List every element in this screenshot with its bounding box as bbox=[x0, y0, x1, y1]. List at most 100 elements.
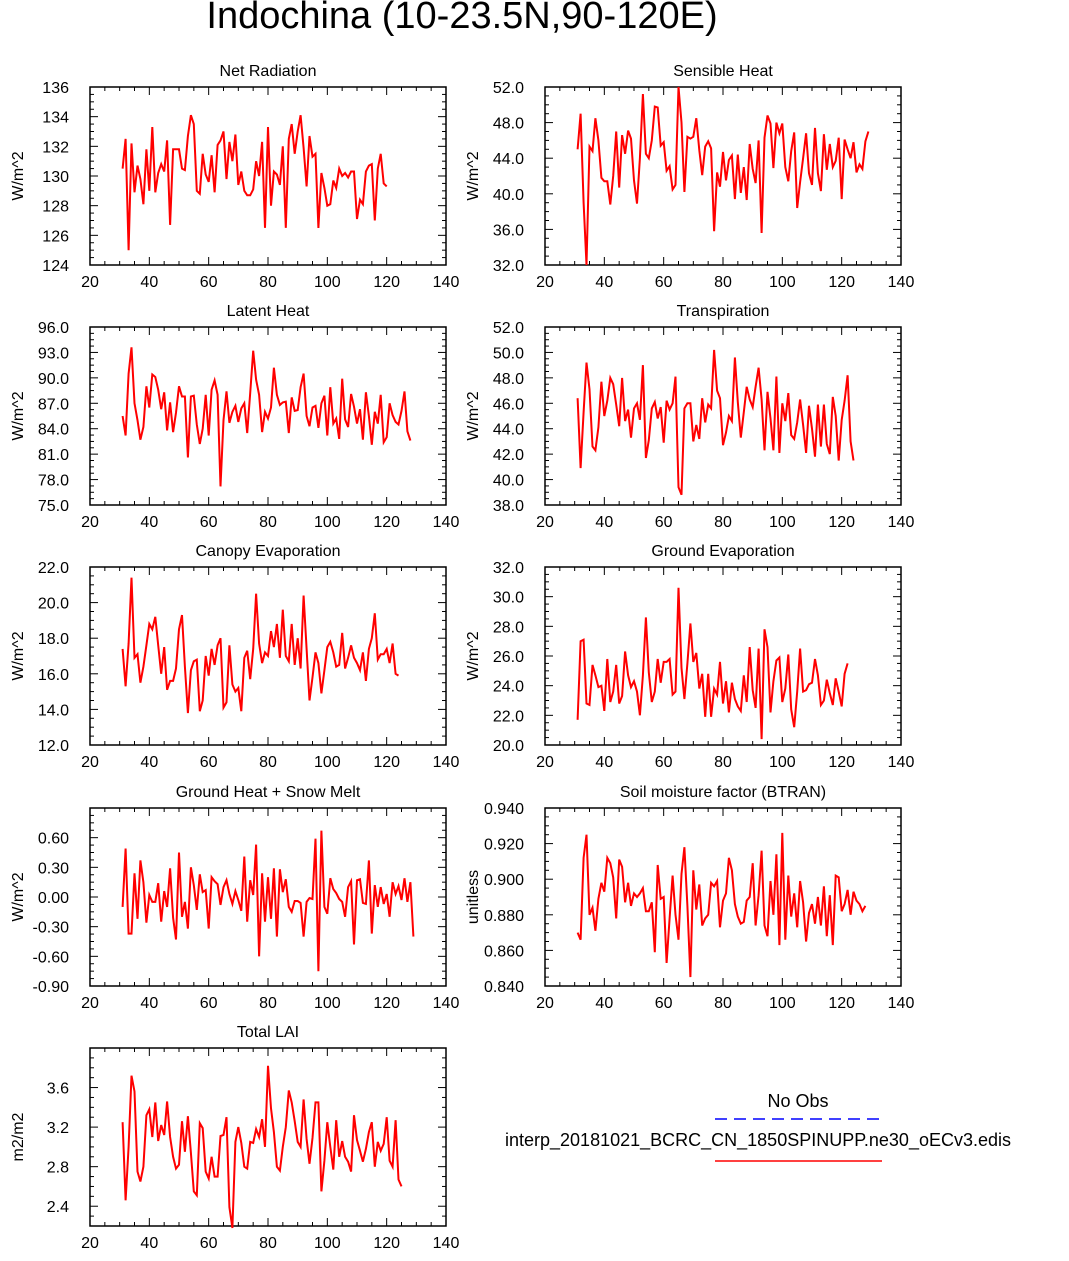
panel-total-lai: Total LAI m2/m2 20 40 60 80 100 120 140 2.4 2.8 3.2… bbox=[10, 1024, 459, 1252]
total-lai-xtick-label: 80 bbox=[259, 1235, 277, 1252]
soil-moisture-factor-btran-ytick-label: 0.860 bbox=[484, 943, 524, 960]
sensible-heat-ytick-label: 48.0 bbox=[493, 116, 524, 133]
net-radiation-xtick-label: 80 bbox=[259, 274, 277, 291]
total-lai-xtick-label: 100 bbox=[314, 1235, 341, 1252]
total-lai-ytick-label: 3.6 bbox=[47, 1081, 69, 1098]
total-lai-ytick-label: 2.8 bbox=[47, 1160, 69, 1177]
ground-evaporation-ylabel: W/m^2 bbox=[465, 631, 482, 680]
total-lai-series-model bbox=[121, 1065, 403, 1229]
ground-heat-snow-melt-title: Ground Heat + Snow Melt bbox=[176, 784, 361, 801]
transpiration-ytick-label: 40.0 bbox=[493, 473, 524, 490]
panel-soil-moisture-factor-btran: Soil moisture factor (BTRAN) unitless 20 40… bbox=[465, 784, 914, 1012]
ground-heat-snow-melt-ytick-label: -0.90 bbox=[33, 979, 70, 996]
canopy-evaporation-ytick-label: 16.0 bbox=[38, 667, 69, 684]
ground-evaporation-xtick-label: 20 bbox=[536, 754, 554, 771]
latent-heat-xtick-label: 60 bbox=[200, 514, 218, 531]
soil-moisture-factor-btran-xtick-label: 40 bbox=[595, 995, 613, 1012]
canopy-evaporation-xtick-label: 140 bbox=[433, 754, 460, 771]
transpiration-xtick-label: 120 bbox=[828, 514, 855, 531]
ground-evaporation-xtick-label: 40 bbox=[595, 754, 613, 771]
latent-heat-ytick-label: 90.0 bbox=[38, 371, 69, 388]
transpiration-ylabel: W/m^2 bbox=[465, 391, 482, 440]
canopy-evaporation-ytick-label: 18.0 bbox=[38, 631, 69, 648]
sensible-heat-plot-frame bbox=[544, 86, 902, 266]
latent-heat-title: Latent Heat bbox=[227, 303, 310, 320]
canopy-evaporation-ytick-label: 22.0 bbox=[38, 560, 69, 577]
latent-heat-xtick-label: 100 bbox=[314, 514, 341, 531]
canopy-evaporation-xtick-label: 80 bbox=[259, 754, 277, 771]
sensible-heat-xtick-label: 80 bbox=[714, 274, 732, 291]
latent-heat-ytick-label: 84.0 bbox=[38, 422, 69, 439]
transpiration-ytick-label: 52.0 bbox=[493, 320, 524, 337]
ground-evaporation-series-model bbox=[576, 587, 849, 740]
sensible-heat-xtick-label: 120 bbox=[828, 274, 855, 291]
soil-moisture-factor-btran-xtick-label: 100 bbox=[769, 995, 796, 1012]
canopy-evaporation-ytick-label: 20.0 bbox=[38, 596, 69, 613]
total-lai-ytick-label: 3.2 bbox=[47, 1120, 69, 1137]
latent-heat-ylabel: W/m^2 bbox=[10, 391, 27, 440]
transpiration-xtick-label: 80 bbox=[714, 514, 732, 531]
soil-moisture-factor-btran-xtick-label: 80 bbox=[714, 995, 732, 1012]
net-radiation-plot-frame bbox=[89, 86, 447, 266]
net-radiation-ytick-label: 136 bbox=[42, 80, 69, 97]
transpiration-ytick-label: 42.0 bbox=[493, 447, 524, 464]
ground-evaporation-xtick-label: 80 bbox=[714, 754, 732, 771]
net-radiation-xtick-label: 120 bbox=[373, 274, 400, 291]
ground-heat-snow-melt-ytick-label: -0.60 bbox=[33, 949, 70, 966]
panel-transpiration: Transpiration W/m^2 20 40 60 80 100 120 140 38.0 4… bbox=[465, 303, 914, 531]
ground-heat-snow-melt-ytick-label: 0.00 bbox=[38, 890, 69, 907]
net-radiation-xtick-label: 40 bbox=[140, 274, 158, 291]
canopy-evaporation-title: Canopy Evaporation bbox=[196, 543, 341, 560]
total-lai-xtick-label: 120 bbox=[373, 1235, 400, 1252]
net-radiation-ytick-label: 130 bbox=[42, 169, 69, 186]
ground-heat-snow-melt-ytick-label: 0.60 bbox=[38, 831, 69, 848]
transpiration-xtick-label: 40 bbox=[595, 514, 613, 531]
ground-heat-snow-melt-xtick-label: 60 bbox=[200, 995, 218, 1012]
panel-ground-heat-snow-melt: Ground Heat + Snow Melt W/m^2 20 40 60 80 100 1… bbox=[10, 784, 459, 1012]
net-radiation-xtick-label: 140 bbox=[433, 274, 460, 291]
net-radiation-ytick-label: 124 bbox=[42, 258, 69, 275]
ground-heat-snow-melt-xtick-label: 40 bbox=[140, 995, 158, 1012]
transpiration-xtick-label: 20 bbox=[536, 514, 554, 531]
canopy-evaporation-xtick-label: 120 bbox=[373, 754, 400, 771]
total-lai-ylabel: m2/m2 bbox=[10, 1112, 27, 1161]
transpiration-xtick-label: 140 bbox=[888, 514, 915, 531]
soil-moisture-factor-btran-ylabel: unitless bbox=[465, 870, 482, 924]
ground-heat-snow-melt-xtick-label: 140 bbox=[433, 995, 460, 1012]
latent-heat-xtick-label: 80 bbox=[259, 514, 277, 531]
sensible-heat-xtick-label: 140 bbox=[888, 274, 915, 291]
soil-moisture-factor-btran-ytick-label: 0.920 bbox=[484, 837, 524, 854]
ground-evaporation-ytick-label: 28.0 bbox=[493, 619, 524, 636]
panel-sensible-heat: Sensible Heat W/m^2 20 40 60 80 100 120 140 32.0 3… bbox=[465, 63, 914, 291]
soil-moisture-factor-btran-ytick-label: 0.940 bbox=[484, 801, 524, 818]
latent-heat-xtick-label: 40 bbox=[140, 514, 158, 531]
ground-heat-snow-melt-plot-frame bbox=[89, 807, 447, 987]
latent-heat-ytick-label: 96.0 bbox=[38, 320, 69, 337]
transpiration-title: Transpiration bbox=[677, 303, 770, 320]
ground-heat-snow-melt-xtick-label: 20 bbox=[81, 995, 99, 1012]
canopy-evaporation-xtick-label: 60 bbox=[200, 754, 218, 771]
ground-heat-snow-melt-ylabel: W/m^2 bbox=[10, 872, 27, 921]
latent-heat-ytick-label: 75.0 bbox=[38, 498, 69, 515]
sensible-heat-ytick-label: 36.0 bbox=[493, 222, 524, 239]
transpiration-ytick-label: 48.0 bbox=[493, 371, 524, 388]
ground-evaporation-ytick-label: 20.0 bbox=[493, 738, 524, 755]
ground-evaporation-xtick-label: 60 bbox=[655, 754, 673, 771]
total-lai-title: Total LAI bbox=[237, 1024, 299, 1041]
total-lai-xtick-label: 20 bbox=[81, 1235, 99, 1252]
transpiration-ytick-label: 46.0 bbox=[493, 396, 524, 413]
sensible-heat-xtick-label: 40 bbox=[595, 274, 613, 291]
sensible-heat-xtick-label: 100 bbox=[769, 274, 796, 291]
net-radiation-ytick-label: 126 bbox=[42, 228, 69, 245]
net-radiation-ytick-label: 134 bbox=[42, 110, 69, 127]
canopy-evaporation-ytick-label: 14.0 bbox=[38, 702, 69, 719]
net-radiation-xtick-label: 20 bbox=[81, 274, 99, 291]
latent-heat-ytick-label: 78.0 bbox=[38, 473, 69, 490]
sensible-heat-xtick-label: 20 bbox=[536, 274, 554, 291]
sensible-heat-series-model bbox=[576, 86, 870, 266]
ground-evaporation-ytick-label: 26.0 bbox=[493, 649, 524, 666]
latent-heat-ytick-label: 87.0 bbox=[38, 396, 69, 413]
ground-heat-snow-melt-xtick-label: 100 bbox=[314, 995, 341, 1012]
ground-evaporation-xtick-label: 140 bbox=[888, 754, 915, 771]
ground-evaporation-plot-frame bbox=[544, 566, 902, 746]
